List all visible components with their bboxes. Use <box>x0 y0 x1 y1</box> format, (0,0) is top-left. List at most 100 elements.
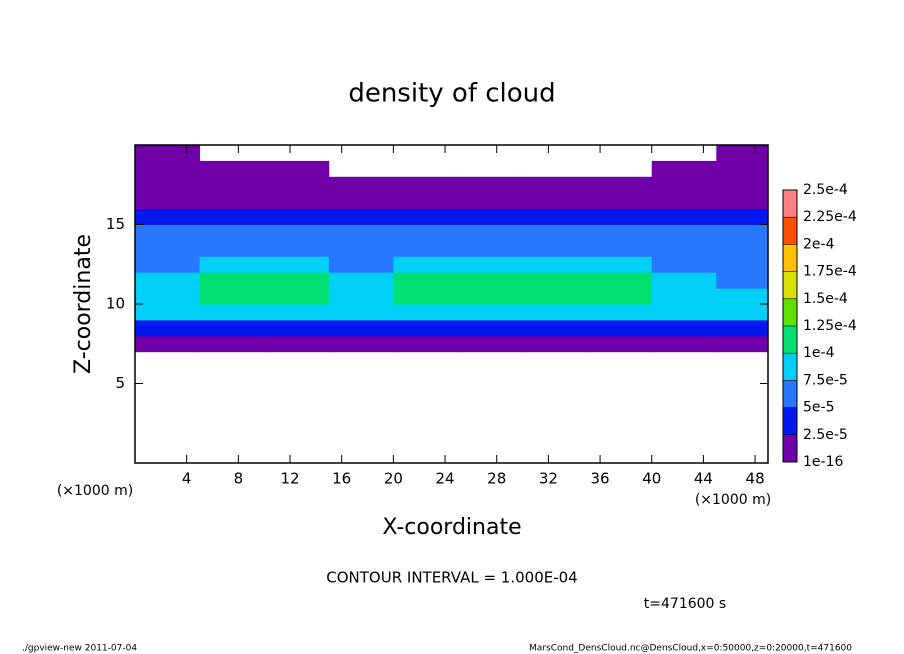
colorbar-band <box>783 217 797 245</box>
cell <box>135 192 201 210</box>
cell <box>393 304 459 321</box>
cell <box>328 256 394 273</box>
cell <box>199 192 265 210</box>
x-tick-label: 24 <box>435 470 454 488</box>
cell <box>264 176 330 194</box>
cell <box>651 256 717 273</box>
cell <box>651 160 717 178</box>
cell <box>393 256 459 273</box>
cell <box>457 288 524 305</box>
cell <box>264 319 330 337</box>
cell <box>651 240 717 257</box>
cell <box>328 319 394 337</box>
cell <box>587 304 653 321</box>
cell <box>393 335 459 353</box>
cell <box>651 304 717 321</box>
cell <box>264 304 330 321</box>
cell <box>457 256 524 273</box>
cell <box>522 304 588 321</box>
cell <box>199 224 265 241</box>
cell <box>587 272 653 289</box>
cell <box>393 288 459 305</box>
colorbar-label: 1.5e-4 <box>803 291 848 307</box>
colorbar-label: 1e-4 <box>803 345 835 361</box>
colorbar-label: 5e-5 <box>803 400 834 416</box>
chart-title: density of cloud <box>348 79 555 109</box>
cell <box>587 319 653 337</box>
cell <box>264 256 330 273</box>
cell <box>716 319 769 337</box>
cell <box>587 176 653 194</box>
cell <box>199 208 265 225</box>
cell <box>328 240 394 257</box>
cell <box>522 288 588 305</box>
colorbar-band <box>783 434 797 462</box>
cell <box>716 256 769 273</box>
cell <box>716 176 769 194</box>
cell <box>328 176 394 194</box>
cell <box>199 240 265 257</box>
footer-right: MarsCond_DensCloud.nc@DensCloud,x=0:5000… <box>529 644 852 654</box>
y-axis-label: Z-coordinate <box>71 234 96 374</box>
colorbar-band <box>783 298 797 326</box>
x-tick-label: 28 <box>487 470 506 488</box>
cell <box>264 224 330 241</box>
cell <box>716 224 769 241</box>
x-tick-label: 48 <box>746 470 765 488</box>
cell <box>522 224 588 241</box>
x-unit: (×1000 m) <box>695 492 771 508</box>
cell <box>587 208 653 225</box>
cell <box>522 192 588 210</box>
cell <box>651 192 717 210</box>
cell <box>587 240 653 257</box>
colorbar-band <box>783 326 797 354</box>
cell <box>264 288 330 305</box>
cell <box>457 304 524 321</box>
cell <box>457 319 524 337</box>
x-tick-label: 4 <box>182 470 192 488</box>
cell <box>522 208 588 225</box>
cell <box>457 240 524 257</box>
colorbar-label: 1e-16 <box>803 454 843 470</box>
cell <box>587 224 653 241</box>
contour-note: CONTOUR INTERVAL = 1.000E-04 <box>326 569 577 587</box>
cell <box>199 272 265 289</box>
cell <box>199 288 265 305</box>
y-tick-label: 5 <box>115 374 125 392</box>
cell <box>457 224 524 241</box>
cell <box>264 240 330 257</box>
cell <box>328 224 394 241</box>
cell <box>328 272 394 289</box>
cell <box>135 272 201 289</box>
x-tick-label: 16 <box>332 470 351 488</box>
colorbar-label: 2.5e-4 <box>803 182 848 198</box>
cell <box>651 272 717 289</box>
x-tick-label: 32 <box>539 470 558 488</box>
cell <box>328 335 394 353</box>
colorbar-band <box>783 353 797 381</box>
colorbar-label: 1.75e-4 <box>803 264 857 280</box>
y-unit: (×1000 m) <box>57 483 133 499</box>
cell <box>135 208 201 225</box>
cell <box>135 176 201 194</box>
cell <box>199 335 265 353</box>
x-axis-label: X-coordinate <box>382 515 521 540</box>
cell <box>135 256 201 273</box>
colorbar-band <box>783 190 797 218</box>
cell <box>651 335 717 353</box>
cell <box>135 224 201 241</box>
cell <box>135 304 201 321</box>
x-tick-label: 40 <box>642 470 661 488</box>
cell <box>393 192 459 210</box>
cell <box>651 208 717 225</box>
cell <box>393 272 459 289</box>
footer-left: ./gpview-new 2011-07-04 <box>22 644 137 654</box>
cell <box>264 160 330 178</box>
cell <box>328 288 394 305</box>
cell <box>457 192 524 210</box>
cell <box>264 335 330 353</box>
colorbar-label: 2.5e-5 <box>803 427 848 443</box>
cell <box>199 176 265 194</box>
